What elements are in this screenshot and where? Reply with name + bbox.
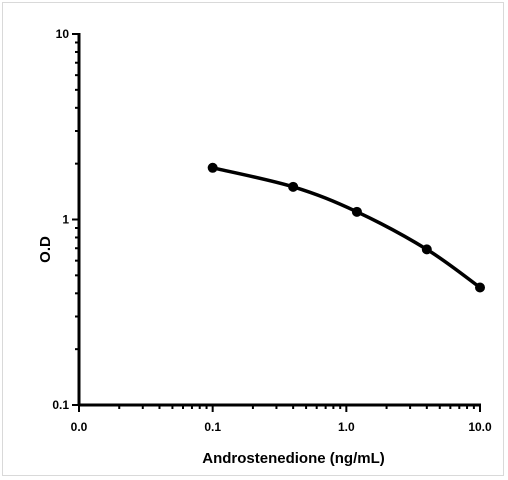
y-axis-tick-labels: 0.1 1 10 (52, 27, 69, 412)
x-tick-label: 0.0 (71, 420, 88, 434)
series-layer (207, 162, 485, 293)
x-tick-label: 10.0 (468, 420, 492, 434)
y-tick-label: 10 (56, 27, 70, 41)
data-point (207, 162, 218, 173)
x-axis-tick-labels: 0.0 0.1 1.0 10.0 (71, 420, 492, 434)
x-axis-ticks (78, 405, 481, 412)
x-tick-label: 1.0 (338, 420, 355, 434)
data-point (288, 181, 299, 192)
chart-axes (77, 33, 481, 407)
y-tick-label: 1 (62, 213, 69, 227)
data-point (421, 244, 432, 255)
series-line (212, 166, 482, 289)
data-point (351, 206, 362, 217)
y-axis-title: O.D (37, 236, 54, 263)
y-axis-ticks (72, 33, 79, 406)
chart-frame (2, 2, 504, 476)
data-point (475, 282, 485, 293)
y-tick-label: 0.1 (52, 398, 69, 412)
x-tick-label: 0.1 (204, 420, 221, 434)
x-axis-title: Androstenedione (ng/mL) (202, 450, 385, 467)
